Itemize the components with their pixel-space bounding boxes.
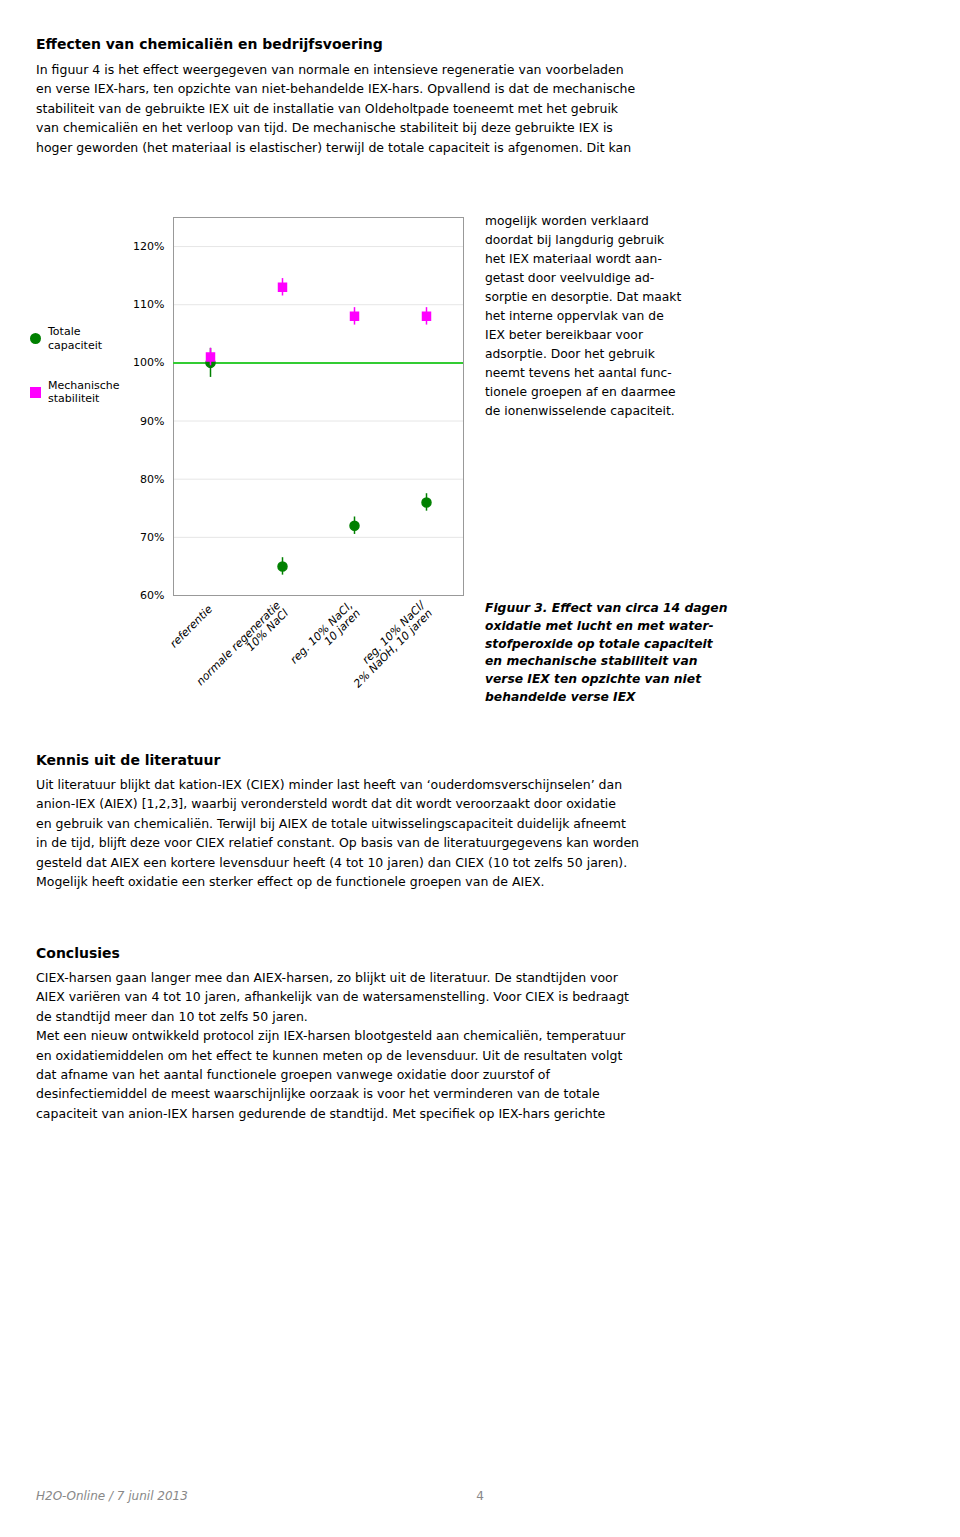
html-text:Kennis uit de literatuur: Kennis uit de literatuur: [36, 752, 221, 768]
html-text:H2O-Online / 7 junil 2013: H2O-Online / 7 junil 2013: [36, 1488, 188, 1503]
svg-text:80%: 80%: [140, 473, 164, 486]
html-text:Conclusies: Conclusies: [36, 945, 120, 961]
svg-text:normale regeneratie10% NaCl: normale regeneratie10% NaCl: [194, 599, 291, 696]
html-text:Uit literatuur blijkt dat kati: Uit literatuur blijkt dat kation-IEX (CI…: [36, 777, 639, 889]
svg-text:70%: 70%: [140, 531, 164, 544]
svg-text:reg. 10% NaCl/2% NaOH, 10 jare: reg. 10% NaCl/2% NaOH, 10 jaren: [343, 598, 435, 690]
html-text:Figuur 3. Effect van circa 14: Figuur 3. Effect van circa 14 dagen oxid…: [485, 601, 728, 705]
html-text:Effecten van chemicaliën en be: Effecten van chemicaliën en bedrijfsvoer…: [36, 36, 383, 52]
html-text:In figuur 4 is het effect weer: In figuur 4 is het effect weergegeven va…: [36, 62, 636, 155]
svg-text:120%: 120%: [133, 240, 164, 253]
svg-text:reg. 10% NaCl,10 jaren: reg. 10% NaCl,10 jaren: [288, 599, 363, 674]
svg-text:100%: 100%: [133, 356, 164, 369]
html-text:Totale capaciteit: Totale capaciteit: [48, 325, 103, 352]
svg-text:referentie: referentie: [167, 603, 215, 651]
svg-text:110%: 110%: [133, 298, 164, 311]
html-text:Mechanische stabiliteit: Mechanische stabiliteit: [48, 378, 120, 406]
html-text:CIEX-harsen gaan langer mee da: CIEX-harsen gaan langer mee dan AIEX-har…: [36, 970, 629, 1121]
html-text:mogelijk worden verklaard door: mogelijk worden verklaard doordat bij la…: [485, 214, 682, 419]
svg-text:60%: 60%: [140, 589, 164, 602]
svg-text:90%: 90%: [140, 415, 164, 428]
html-text:4: 4: [476, 1488, 484, 1503]
